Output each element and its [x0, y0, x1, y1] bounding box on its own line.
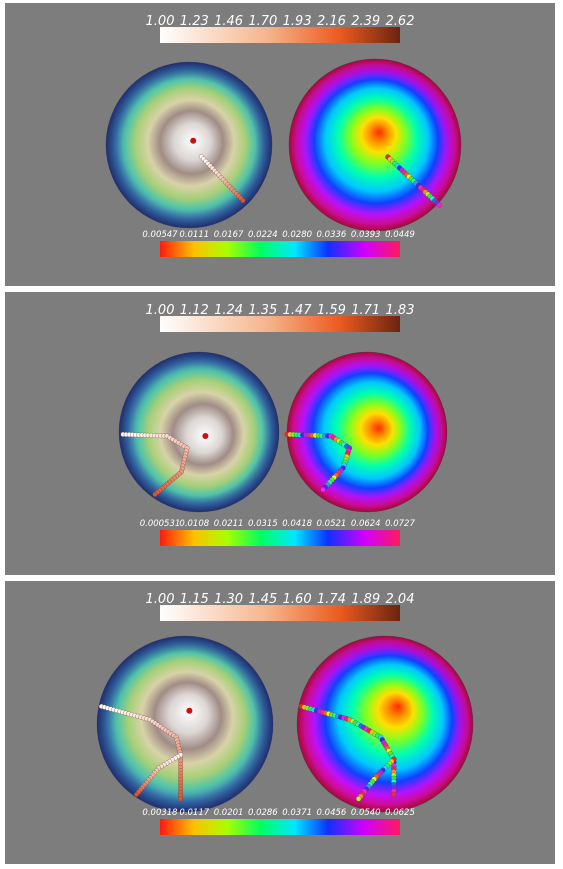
left-path-marker — [178, 796, 184, 802]
top-colorbar-tick-label: 1.45 — [248, 592, 277, 607]
source-point-marker — [190, 137, 197, 144]
bottom-colorbar: 0.00547 0.0111 0.0167 0.0224 0.0280 0.0336 0.0… — [142, 230, 415, 257]
left-sphere — [118, 351, 280, 513]
top-colorbar: 1.00 1.12 1.24 1.35 1.47 1.59 1.71 1.83 — [146, 303, 415, 332]
bottom-colorbar-tick-label: 0.0625 — [385, 808, 415, 818]
panel-3: 1.00 1.15 1.30 1.45 1.60 1.74 1.89 2.04 0.00318 0… — [5, 581, 555, 864]
top-colorbar-tick-label: 1.00 — [146, 14, 175, 29]
right-sphere — [288, 58, 462, 232]
bottom-colorbar-tick-label: 0.0117 — [179, 808, 209, 818]
top-colorbar-tick-label: 1.89 — [351, 592, 380, 607]
top-colorbar-tick-label: 1.46 — [214, 14, 243, 29]
bottom-colorbar: 0.00318 0.0117 0.0201 0.0286 0.0371 0.0456 0.0… — [142, 808, 415, 835]
bottom-colorbar-tick-label: 0.0418 — [282, 519, 312, 529]
left-sphere — [96, 635, 274, 813]
panel-1: 1.00 1.23 1.46 1.70 1.93 2.16 2.39 2.62 0.00547 0… — [5, 3, 555, 286]
top-colorbar-tick-label: 1.59 — [317, 303, 346, 318]
bottom-colorbar-tick-label: 0.0211 — [214, 519, 244, 529]
top-colorbar: 1.00 1.15 1.30 1.45 1.60 1.74 1.89 2.04 — [146, 592, 415, 621]
bottom-colorbar-tick-label: 0.0336 — [317, 230, 347, 240]
bottom-colorbar-tick-label: 0.0280 — [282, 230, 312, 240]
top-colorbar-gradient — [160, 316, 400, 332]
top-colorbar-tick-label: 1.71 — [351, 303, 380, 318]
top-colorbar-tick-label: 2.39 — [351, 14, 380, 29]
bottom-colorbar-tick-label: 0.0727 — [385, 519, 415, 529]
bottom-colorbar-tick-label: 0.00547 — [142, 230, 178, 240]
left-sphere-outline — [105, 61, 273, 229]
left-sphere — [105, 61, 273, 229]
bottom-colorbar-tick-label: 0.0521 — [317, 519, 347, 529]
right-path-marker — [355, 796, 362, 802]
bottom-colorbar-gradient — [160, 819, 400, 835]
left-sphere-shading — [97, 636, 273, 812]
top-colorbar-tick-label: 1.12 — [180, 303, 209, 318]
left-path-marker — [134, 791, 140, 797]
left-sphere-outline — [118, 351, 280, 513]
right-path-marker — [320, 486, 326, 493]
bottom-colorbar-tick-label: 0.0456 — [317, 808, 347, 818]
right-path-marker — [391, 791, 397, 798]
bottom-colorbar-tick-label: 0.0108 — [179, 519, 209, 529]
bottom-colorbar-gradient — [160, 530, 400, 546]
top-colorbar-tick-label: 1.15 — [180, 592, 209, 607]
top-colorbar-tick-label: 1.83 — [386, 303, 415, 318]
bottom-colorbar-tick-label: 0.000531 — [140, 519, 181, 529]
bottom-colorbar-tick-label: 0.0224 — [248, 230, 278, 240]
top-colorbar-tick-label: 2.04 — [386, 592, 415, 607]
top-colorbar: 1.00 1.23 1.46 1.70 1.93 2.16 2.39 2.62 — [146, 14, 415, 43]
right-path-marker — [436, 202, 443, 208]
bottom-colorbar-tick-label: 0.0540 — [351, 808, 381, 818]
bottom-colorbar-tick-label: 0.0315 — [248, 519, 278, 529]
bottom-colorbar-tick-label: 0.0111 — [179, 230, 209, 240]
top-colorbar-tick-label: 1.00 — [146, 592, 175, 607]
top-colorbar-tick-label: 1.47 — [283, 303, 313, 318]
left-sphere-shading — [119, 352, 279, 512]
top-colorbar-tick-label: 1.24 — [214, 303, 243, 318]
top-colorbar-tick-label: 1.60 — [283, 592, 312, 607]
left-sphere-shading — [106, 62, 272, 228]
top-colorbar-tick-label: 1.74 — [317, 592, 346, 607]
right-sphere — [284, 351, 448, 513]
top-colorbar-tick-label: 1.30 — [214, 592, 243, 607]
top-colorbar-gradient — [160, 27, 400, 43]
right-sphere-shading — [297, 636, 473, 812]
right-sphere — [296, 635, 474, 813]
top-colorbar-tick-label: 1.93 — [283, 14, 312, 29]
bottom-colorbar-tick-label: 0.0371 — [282, 808, 312, 818]
top-colorbar-tick-label: 1.35 — [248, 303, 277, 318]
bottom-colorbar-tick-label: 0.0286 — [248, 808, 278, 818]
right-sphere-outline — [288, 58, 462, 232]
panel-3-svg: 1.00 1.15 1.30 1.45 1.60 1.74 1.89 2.040.00318 0… — [96, 592, 474, 835]
left-path-marker — [240, 198, 246, 204]
top-colorbar-tick-label: 1.00 — [146, 303, 175, 318]
bottom-colorbar-tick-label: 0.0167 — [214, 230, 244, 240]
bottom-colorbar-tick-label: 0.0201 — [214, 808, 244, 818]
right-sphere-shading — [287, 352, 447, 512]
bottom-colorbar-tick-label: 0.0449 — [385, 230, 415, 240]
top-colorbar-gradient — [160, 605, 400, 621]
top-colorbar-tick-label: 2.62 — [386, 14, 415, 29]
bottom-colorbar-tick-label: 0.0624 — [351, 519, 381, 529]
bottom-colorbar-gradient — [160, 241, 400, 257]
left-path-marker — [152, 491, 158, 497]
panel-2-svg: 1.00 1.12 1.24 1.35 1.47 1.59 1.71 1.83 0.000531… — [118, 303, 448, 546]
left-sphere-outline — [96, 635, 274, 813]
right-sphere-shading — [289, 59, 461, 231]
right-sphere-outline — [296, 635, 474, 813]
source-point-marker — [186, 707, 193, 714]
top-colorbar-tick-label: 1.23 — [180, 14, 209, 29]
source-point-marker — [202, 433, 209, 439]
bottom-colorbar-tick-label: 0.0393 — [351, 230, 381, 240]
bottom-colorbar: 0.000531 0.0108 0.0211 0.0315 0.0418 0.0521 0.… — [140, 519, 415, 546]
top-colorbar-tick-label: 1.70 — [248, 14, 277, 29]
bottom-colorbar-tick-label: 0.00318 — [142, 808, 178, 818]
panel-1-svg: 1.00 1.23 1.46 1.70 1.93 2.16 2.39 2.620.00547 0… — [105, 14, 462, 257]
panel-2: 1.00 1.12 1.24 1.35 1.47 1.59 1.71 1.83 0.000531… — [5, 292, 555, 575]
top-colorbar-tick-label: 2.16 — [317, 14, 346, 29]
